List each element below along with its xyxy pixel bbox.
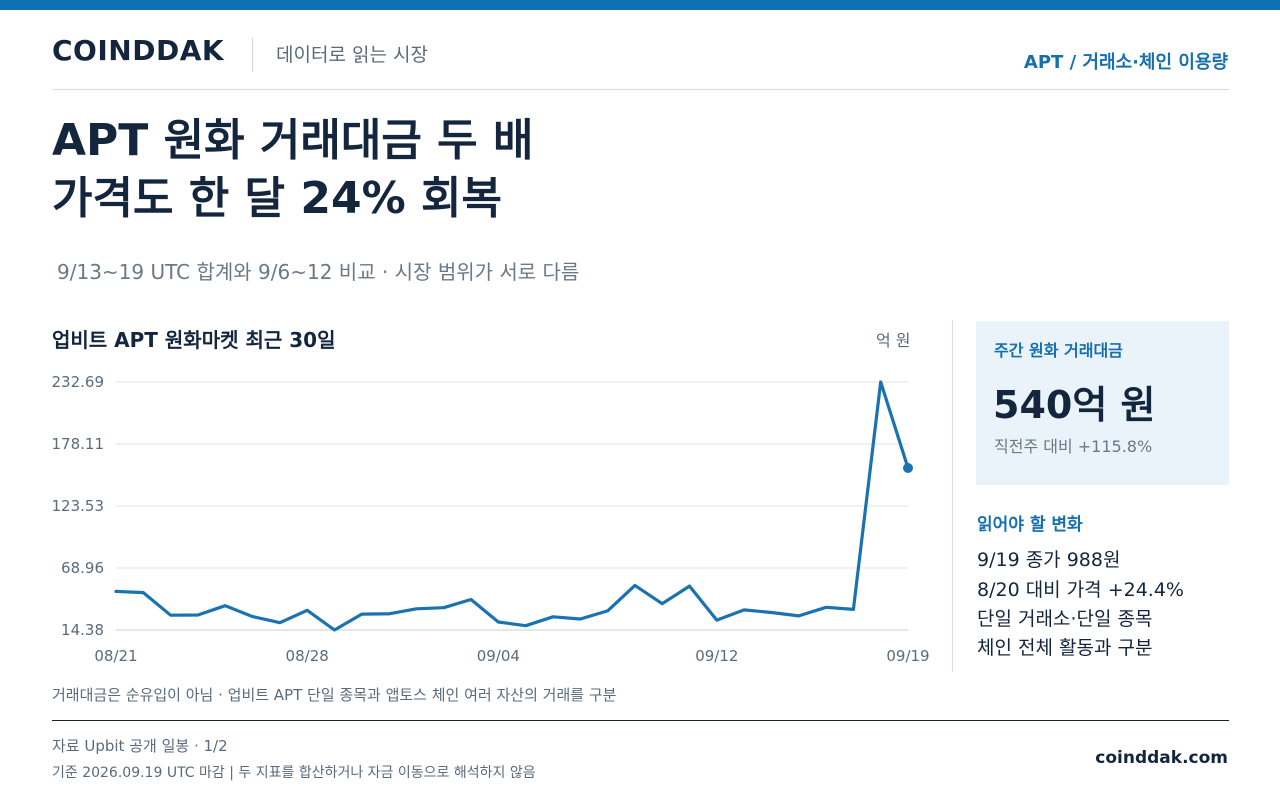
y-tick-label: 68.96 <box>61 559 104 577</box>
data-points <box>115 381 913 631</box>
top-accent-bar <box>0 0 1280 10</box>
footer-site-link[interactable]: coinddak.com <box>1095 748 1228 768</box>
brand-logo[interactable]: COINDDAK <box>52 34 225 67</box>
footer-basis: 기준 2026.09.19 UTC 마감 | 두 지표를 합산하거나 자금 이동… <box>52 765 536 781</box>
change-item: 8/20 대비 가격 +24.4% <box>977 579 1184 601</box>
change-item: 단일 거래소·단일 종목 <box>977 608 1153 630</box>
kpi-card <box>976 321 1229 485</box>
page-headline: APT 원화 거래대금 두 배 가격도 한 달 24% 회복 <box>52 112 533 228</box>
x-tick-label: 09/19 <box>886 647 929 665</box>
sidebar-divider <box>952 320 953 672</box>
header-topic: APT / 거래소·체인 이용량 <box>1023 52 1228 73</box>
kpi-label: 주간 원화 거래대금 <box>994 341 1123 360</box>
changes-heading: 읽어야 할 변화 <box>977 515 1083 535</box>
y-tick-label: 123.53 <box>52 497 105 515</box>
y-axis-ticks: 14.38 68.96 123.53 178.11 232.69 <box>52 373 105 639</box>
footer-source: 자료 Upbit 공개 일봉 · 1/2 <box>52 737 228 755</box>
change-item: 체인 전체 활동과 구분 <box>977 637 1153 659</box>
y-tick-label: 178.11 <box>52 435 105 453</box>
brand-tagline: 데이터로 읽는 시장 <box>276 44 428 66</box>
change-item: 9/19 종가 988원 <box>977 549 1121 571</box>
x-tick-label: 09/04 <box>477 647 520 665</box>
x-tick-label: 08/28 <box>286 647 329 665</box>
headline-line-1: APT 원화 거래대금 두 배 <box>52 115 534 166</box>
page-subhead: 9/13~19 UTC 합계와 9/6~12 비교 · 시장 범위가 서로 다름 <box>57 260 580 284</box>
x-axis-ticks: 08/21 08/28 09/04 09/12 09/19 <box>94 647 929 665</box>
series-line <box>114 380 910 632</box>
kpi-value: 540억 원 <box>993 383 1156 427</box>
headline-line-2: 가격도 한 달 24% 회복 <box>52 173 502 224</box>
header-divider <box>52 89 1229 90</box>
end-point-marker <box>903 462 913 473</box>
y-tick-label: 232.69 <box>52 373 105 391</box>
footer-divider <box>52 720 1229 721</box>
kpi-change: 직전주 대비 +115.8% <box>994 437 1153 456</box>
chart-title: 업비트 APT 원화마켓 최근 30일 <box>52 328 336 352</box>
chart-unit-label: 억 원 <box>876 331 911 350</box>
x-tick-label: 09/12 <box>695 647 738 665</box>
brand-divider <box>252 38 253 72</box>
chart-footnote: 거래대금은 순유입이 아님 · 업비트 APT 단일 종목과 앱토스 체인 여러… <box>52 686 617 704</box>
y-tick-label: 14.38 <box>61 621 104 639</box>
x-tick-label: 08/21 <box>94 647 137 665</box>
chart-grid <box>116 381 908 631</box>
